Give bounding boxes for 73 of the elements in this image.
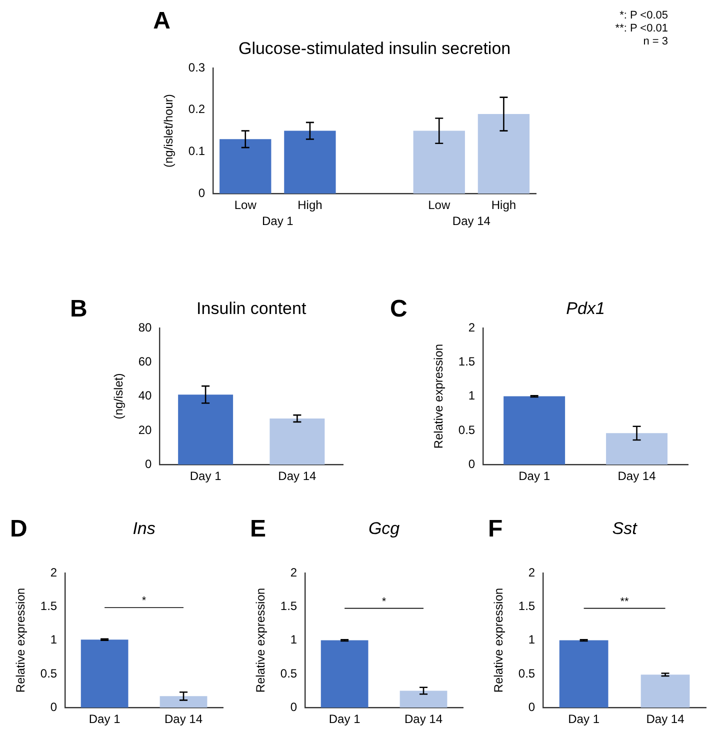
text: F (488, 516, 503, 543)
x-tick-label: Day 1 (518, 469, 550, 484)
y-tick-label: 0.1 (188, 144, 206, 158)
x-tick-label: Day 1 (328, 712, 361, 726)
y-tick-label: 0.5 (40, 666, 58, 680)
y-tick-label: 20 (138, 422, 152, 437)
y-axis-title: (ng/islet) (112, 373, 126, 420)
y-axis-title: Relative expression (254, 588, 268, 693)
chart-title: Glucose-stimulated insulin secretion (238, 39, 511, 58)
text: Day 1 (262, 214, 294, 228)
y-tick-label: 0.5 (518, 666, 536, 680)
y-tick-label: 1 (50, 632, 58, 647)
y-tick-label: 60 (138, 354, 152, 368)
y-tick-label: 0.5 (280, 666, 298, 680)
y-tick-label: 0.3 (188, 60, 206, 74)
text: B (70, 296, 88, 323)
y-axis-title: Relative expression (492, 588, 506, 693)
y-tick-label: 0 (528, 700, 536, 714)
annotation: * (142, 595, 147, 608)
y-axis-title: (ng/islet/hour) (162, 94, 176, 168)
y-tick-label: 1.5 (518, 598, 536, 613)
y-tick-label: 0.5 (458, 422, 476, 437)
x-tick-label: Low (428, 198, 450, 212)
x-tick-label: Low (234, 198, 257, 212)
bar (220, 139, 272, 194)
bar (478, 114, 530, 194)
x-tick-label: Day 1 (190, 469, 222, 484)
y-axis-title: Relative expression (14, 588, 28, 693)
chart-title: Insulin content (196, 299, 306, 318)
y-tick-label: 2 (50, 565, 58, 580)
x-tick-label: High (298, 198, 322, 212)
chart-title: Ins (132, 519, 156, 538)
y-tick-label: 1.5 (40, 598, 58, 613)
chart-title: Sst (612, 519, 638, 538)
text: **: P <0.01 (615, 22, 668, 35)
text: *: P <0.05 (620, 10, 668, 22)
bar (284, 130, 336, 194)
chart-title: Pdx1 (566, 299, 605, 318)
y-tick-label: 0 (198, 186, 206, 200)
text: Day 14 (452, 214, 491, 228)
text: D (10, 516, 28, 543)
text: E (250, 516, 266, 543)
x-tick-label: Day 14 (646, 712, 685, 726)
y-tick-label: 2 (528, 565, 536, 580)
y-tick-label: 0 (50, 700, 58, 714)
x-tick-label: Day 14 (164, 712, 203, 726)
y-tick-label: 1.5 (458, 354, 476, 368)
chart-title: Gcg (368, 519, 400, 538)
text: n = 3 (643, 36, 668, 48)
annotation: ** (620, 596, 630, 608)
y-tick-label: 0 (468, 456, 476, 471)
y-tick-label: 40 (138, 388, 152, 403)
x-tick-label: Day 1 (88, 712, 121, 726)
x-tick-label: High (491, 198, 516, 212)
y-tick-label: 1 (528, 632, 536, 647)
y-tick-label: 0 (290, 700, 298, 714)
y-tick-label: 1.5 (280, 598, 298, 613)
x-tick-label: Day 14 (618, 469, 656, 484)
y-tick-label: 0.2 (188, 102, 206, 116)
x-tick-label: Day 1 (568, 712, 600, 726)
bar (413, 130, 465, 194)
x-tick-label: Day 14 (278, 469, 317, 484)
y-tick-label: 0 (145, 456, 152, 471)
text: C (390, 296, 408, 323)
y-tick-label: 2 (468, 320, 476, 334)
y-axis-title: Relative expression (432, 344, 446, 449)
y-tick-label: 2 (290, 565, 298, 580)
y-tick-label: 1 (468, 388, 476, 403)
y-tick-label: 80 (138, 320, 152, 334)
text: A (153, 8, 170, 35)
y-tick-label: 1 (290, 632, 298, 647)
annotation: * (382, 596, 387, 608)
x-tick-label: Day 14 (404, 712, 443, 726)
